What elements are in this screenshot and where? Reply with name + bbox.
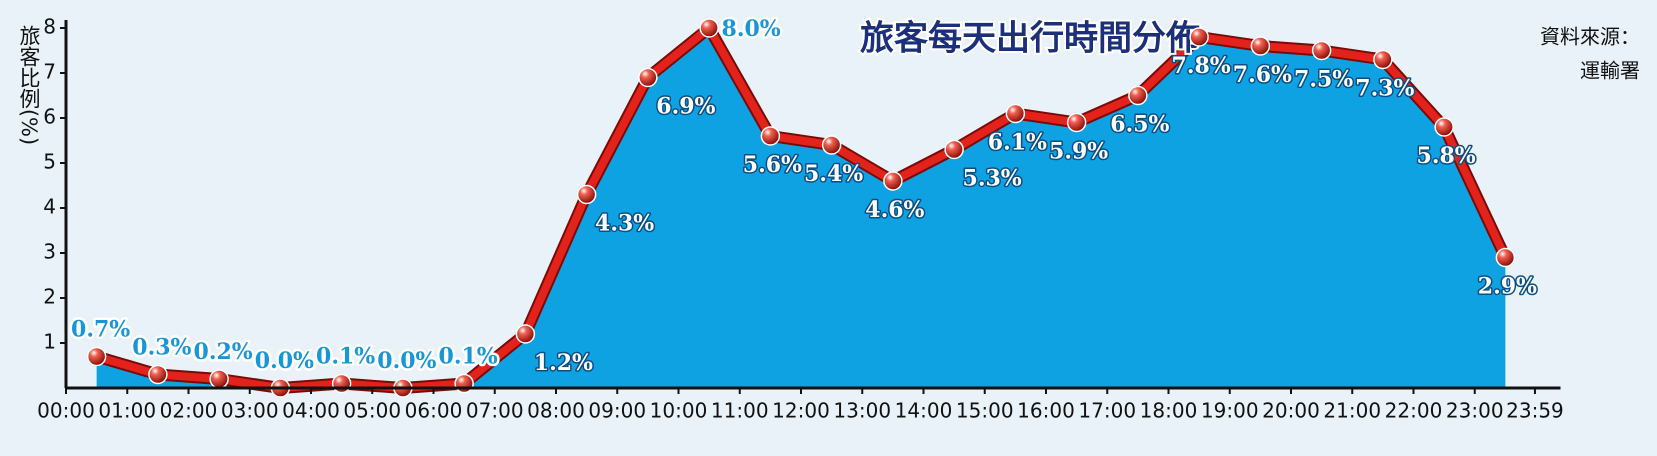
point — [1189, 27, 1209, 47]
source: 運輸署 — [1580, 59, 1640, 83]
value-label: 2.9% — [1478, 274, 1537, 300]
point — [1128, 85, 1148, 106]
point — [1495, 247, 1516, 268]
y-tick-label: 5 — [43, 150, 56, 174]
point — [944, 139, 964, 160]
x-tick-label: 23:00 — [1446, 399, 1504, 423]
x-tick-label: 06:00 — [405, 399, 463, 423]
x-tick-label: 21:00 — [1323, 399, 1381, 423]
x-tick-label: 03:00 — [221, 399, 279, 423]
y-tick-label: 3 — [43, 240, 56, 264]
x-tick-label: 04:00 — [282, 399, 340, 423]
value-label: 4.3% — [595, 211, 654, 237]
value-label: 5.4% — [804, 161, 863, 187]
x-tick-label: 22:00 — [1385, 399, 1443, 423]
value-label: 6.5% — [1110, 112, 1169, 138]
point — [1434, 117, 1454, 137]
chart-title: 旅客每天出行時間分佈 — [860, 19, 1200, 59]
point — [209, 369, 229, 389]
point — [1250, 36, 1271, 56]
y-tick-label: 7 — [43, 60, 56, 84]
y-axis-title: 旅客比例(%) — [17, 25, 41, 145]
area — [96, 28, 1506, 388]
x-tick-label: 20:00 — [1262, 399, 1320, 423]
value-label: 0.1% — [439, 344, 498, 370]
x-tick-label: 11:00 — [711, 399, 769, 423]
value-label: 6.9% — [656, 94, 715, 120]
value-label: 0.7% — [71, 317, 130, 343]
y-tick-label: 2 — [43, 285, 56, 309]
point — [515, 324, 536, 344]
x-tick-label: 02:00 — [160, 399, 218, 423]
point — [699, 18, 719, 38]
value-label: 0.3% — [132, 335, 191, 361]
value-label: 0.0% — [377, 348, 436, 374]
point — [638, 67, 658, 88]
x-tick-label: 08:00 — [527, 399, 585, 423]
x-tick-label: 15:00 — [956, 399, 1014, 423]
x-tick-label: 18:00 — [1140, 399, 1198, 423]
value-label: 7.3% — [1355, 76, 1414, 102]
value-label: 0.1% — [316, 344, 375, 370]
point — [576, 184, 597, 205]
value-label: 8.0% — [722, 16, 781, 42]
x-tick-label: 14:00 — [895, 399, 953, 423]
point — [821, 135, 842, 155]
value-label: 7.8% — [1172, 53, 1231, 79]
x-tick-label: 16:00 — [1017, 399, 1075, 423]
value-label: 5.6% — [743, 152, 802, 178]
value-label: 6.1% — [988, 130, 1047, 156]
point — [1066, 112, 1087, 133]
point — [1005, 103, 1026, 124]
value-label: 5.8% — [1417, 143, 1476, 169]
x-tick-label: 19:00 — [1201, 399, 1259, 423]
point — [760, 126, 781, 146]
y-tick-label: 4 — [43, 195, 56, 219]
value-label: 7.5% — [1294, 67, 1353, 93]
point — [86, 346, 107, 367]
point — [454, 373, 474, 394]
value-label: 5.9% — [1049, 139, 1108, 165]
value-label: 4.6% — [865, 197, 924, 223]
x-tick-label: 10:00 — [650, 399, 708, 423]
value-label: 0.2% — [194, 339, 253, 365]
x-tick-label: 09:00 — [588, 399, 646, 423]
point — [1311, 40, 1332, 61]
source-label: 資料來源： — [1540, 25, 1640, 49]
x-tick-label: 07:00 — [466, 399, 524, 423]
x-tick-label: 12:00 — [772, 399, 830, 423]
x-tick-label: 00:00 — [37, 399, 95, 423]
value-label: 5.3% — [963, 166, 1022, 192]
value-label: 0.0% — [255, 348, 314, 374]
point — [148, 364, 168, 385]
x-tick-label: 01:00 — [98, 399, 156, 423]
value-label: 1.2% — [534, 350, 593, 376]
x-tick-label: 17:00 — [1078, 399, 1136, 423]
x-tick-label: 05:00 — [343, 399, 401, 423]
x-tick-label: 13:00 — [833, 399, 891, 423]
y-tick-label: 8 — [43, 15, 56, 39]
point — [1373, 49, 1393, 70]
y-tick-label: 6 — [43, 105, 56, 129]
y-tick-label: 1 — [43, 330, 56, 354]
x-tick-label: 23:59 — [1506, 399, 1564, 423]
point — [883, 171, 903, 191]
value-label: 7.6% — [1233, 62, 1292, 88]
point — [331, 373, 352, 394]
line — [95, 24, 1510, 392]
